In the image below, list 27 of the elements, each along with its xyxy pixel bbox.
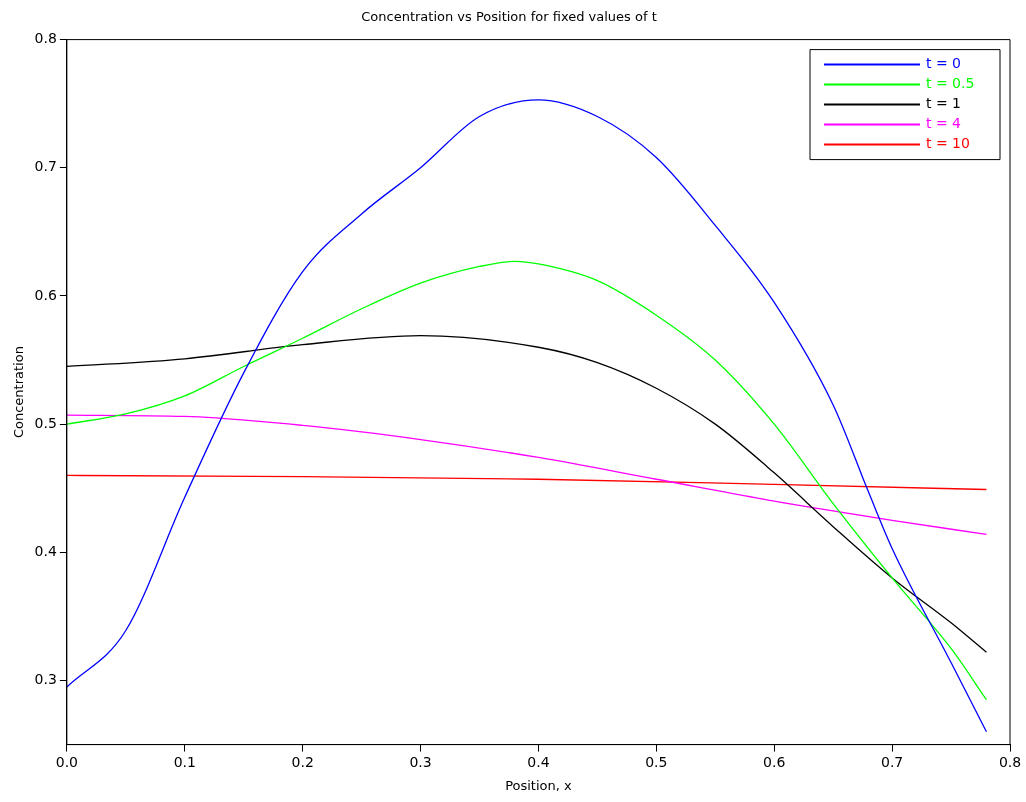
x-tick-label: 0.4	[527, 753, 550, 770]
chart-title: Concentration vs Position for fixed values of t	[361, 9, 657, 25]
x-tick-label: 0.1	[173, 753, 196, 770]
line-series	[66, 260, 988, 701]
x-tick-label: 0.7	[880, 753, 904, 770]
line-series	[66, 414, 988, 536]
y-tick-label: 0.3	[34, 671, 57, 688]
y-tick-label: 0.4	[34, 542, 57, 559]
y-tick-label: 0.6	[34, 286, 57, 303]
text: t = 4	[926, 115, 962, 132]
y-axis-title: Concentration	[11, 346, 27, 439]
x-tick-label: 0.3	[409, 753, 432, 770]
x-tick-label: 0.8	[998, 753, 1022, 770]
x-axis-title: Position, x	[505, 777, 573, 793]
text: t = 1	[926, 95, 962, 112]
x-tick-label: 0.2	[291, 753, 314, 770]
line-series	[66, 474, 988, 491]
y-tick-label: 0.8	[34, 30, 57, 47]
y-tick-label: 0.5	[34, 414, 57, 431]
x-tick-label: 0.5	[645, 753, 668, 770]
text: t = 0.5	[926, 75, 975, 92]
x-tick-label: 0.6	[763, 753, 786, 770]
text: t = 10	[926, 135, 970, 152]
text: t = 0	[926, 55, 962, 72]
line-series	[66, 99, 988, 733]
y-tick-label: 0.7	[34, 158, 57, 175]
x-tick-label: 0.0	[55, 753, 78, 770]
